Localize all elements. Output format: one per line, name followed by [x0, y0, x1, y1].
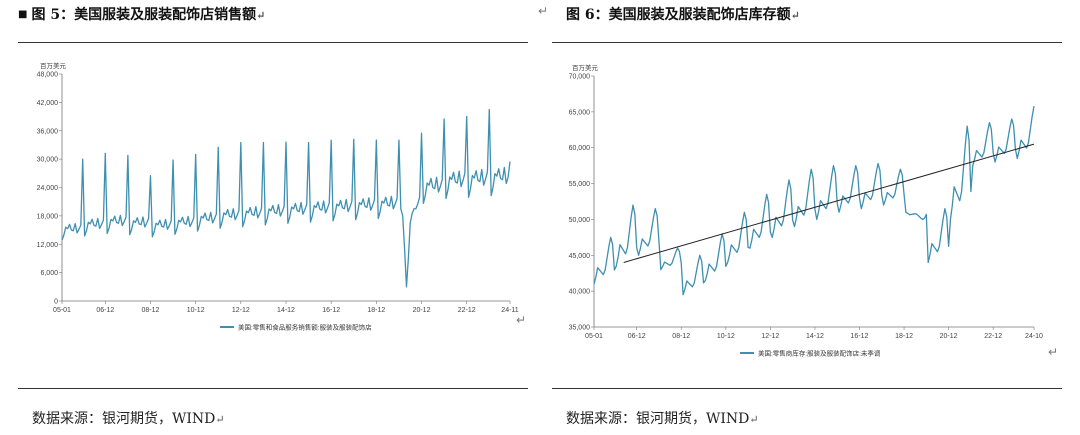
trendline	[623, 143, 1035, 263]
series-line	[593, 106, 1035, 296]
data-source: 数据来源：银河期货，WIND↵	[566, 408, 759, 428]
series-line	[61, 108, 511, 288]
data-source-text: 数据来源：银河期货，WIND	[32, 411, 216, 427]
x-tick-label: 05-01	[585, 333, 603, 340]
figure-title: 图 6：美国服装及服装配饰店库存额↵	[566, 4, 800, 24]
data-source-text: 数据来源：银河期货，WIND	[566, 411, 750, 427]
y-tick-label: 70,000	[569, 74, 591, 81]
y-tick-label: 12,000	[37, 242, 59, 249]
y-tick-label: 48,000	[37, 72, 59, 79]
figure-title-text: 图 6：美国服装及服装配饰店库存额	[566, 7, 791, 23]
y-unit-label: 百万美元	[40, 61, 67, 70]
y-tick-label: 50,000	[569, 217, 591, 224]
top-rule	[552, 42, 1062, 43]
y-tick-label: 6,000	[40, 270, 58, 277]
figure-title: ■ 图 5：美国服装及服装配饰店销售额↵	[18, 4, 265, 24]
x-tick-label: 18-12	[895, 333, 913, 340]
x-tick-label: 12-12	[761, 333, 779, 340]
return-mark: ↵	[749, 413, 759, 426]
bottom-rule	[18, 388, 528, 389]
x-tick-label: 24-10	[1025, 333, 1043, 340]
x-tick-label: 24-11	[501, 307, 518, 314]
figure-5-panel: ■ 图 5：美国服装及服装配饰店销售额↵ 百万美元 0 6,000 12,000 18,0…	[18, 0, 528, 435]
y-tick-label: 40,000	[569, 289, 591, 296]
x-tick-label: 18-12	[367, 307, 385, 314]
x-tick-label: 14-12	[806, 333, 824, 340]
return-mark: ↵	[215, 413, 225, 426]
sales-chart: 百万美元 0 6,000 12,000 18,000 24,000 30,000 36,000…	[32, 56, 532, 376]
x-tick-label: 22-12	[458, 307, 476, 314]
x-tick-label: 08-12	[672, 333, 690, 340]
sales-chart-svg: 百万美元 0 6,000 12,000 18,000 24,000 30,000 36,000…	[37, 61, 519, 332]
x-tick-label: 06-12	[628, 333, 646, 340]
y-tick-label: 65,000	[569, 109, 591, 116]
y-unit-label: 百万美元	[572, 63, 599, 72]
x-tick-label: 08-12	[142, 307, 160, 314]
x-tick-label: 05-01	[53, 307, 71, 314]
legend-label: 美国:零售和食品服务销售额:服装及服装配饰店	[238, 323, 372, 332]
data-source: 数据来源：银河期货，WIND↵	[32, 408, 225, 428]
side-return-mark: ↵	[516, 313, 527, 327]
return-mark: ↵	[256, 9, 266, 22]
x-tick-label: 10-12	[187, 307, 205, 314]
side-return-mark: ↵	[1048, 345, 1059, 359]
return-mark: ↵	[790, 9, 800, 22]
top-rule	[18, 42, 528, 43]
y-tick-label: 60,000	[569, 145, 591, 152]
x-tick-label: 14-12	[277, 307, 295, 314]
y-tick-label: 55,000	[569, 181, 591, 188]
x-tick-label: 12-12	[232, 307, 250, 314]
title-bullet: ■	[18, 9, 28, 20]
x-tick-label: 22-12	[984, 333, 1002, 340]
lead-return-mark: ↵	[538, 4, 549, 18]
x-tick-label: 10-12	[717, 333, 735, 340]
x-tick-label: 16-12	[322, 307, 340, 314]
inventory-chart: 百万美元 35,000 40,000 45,000 50,000 55,000 60,000…	[564, 56, 1064, 376]
y-tick-label: 30,000	[37, 157, 59, 164]
y-tick-label: 42,000	[37, 100, 59, 107]
x-tick-label: 20-12	[413, 307, 431, 314]
x-tick-label: 20-12	[940, 333, 958, 340]
legend-label: 美国:零售商库存:服装及服装配饰店:未季调	[758, 349, 880, 358]
y-tick-label: 45,000	[569, 253, 591, 260]
figure-6-panel: 图 6：美国服装及服装配饰店库存额↵ 百万美元 35,000 40,000 45,00…	[552, 0, 1062, 435]
y-tick-label: 18,000	[37, 213, 59, 220]
y-tick-label: 24,000	[37, 185, 59, 192]
inventory-chart-svg: 百万美元 35,000 40,000 45,000 50,000 55,000 60,000…	[569, 63, 1043, 358]
y-tick-label: 0	[54, 299, 58, 306]
y-tick-label: 36,000	[37, 128, 59, 135]
y-tick-label: 35,000	[569, 325, 591, 332]
figure-title-text: 图 5：美国服装及服装配饰店销售额	[31, 7, 257, 23]
bottom-rule	[552, 388, 1062, 389]
x-tick-label: 06-12	[96, 307, 114, 314]
x-tick-label: 16-12	[851, 333, 869, 340]
